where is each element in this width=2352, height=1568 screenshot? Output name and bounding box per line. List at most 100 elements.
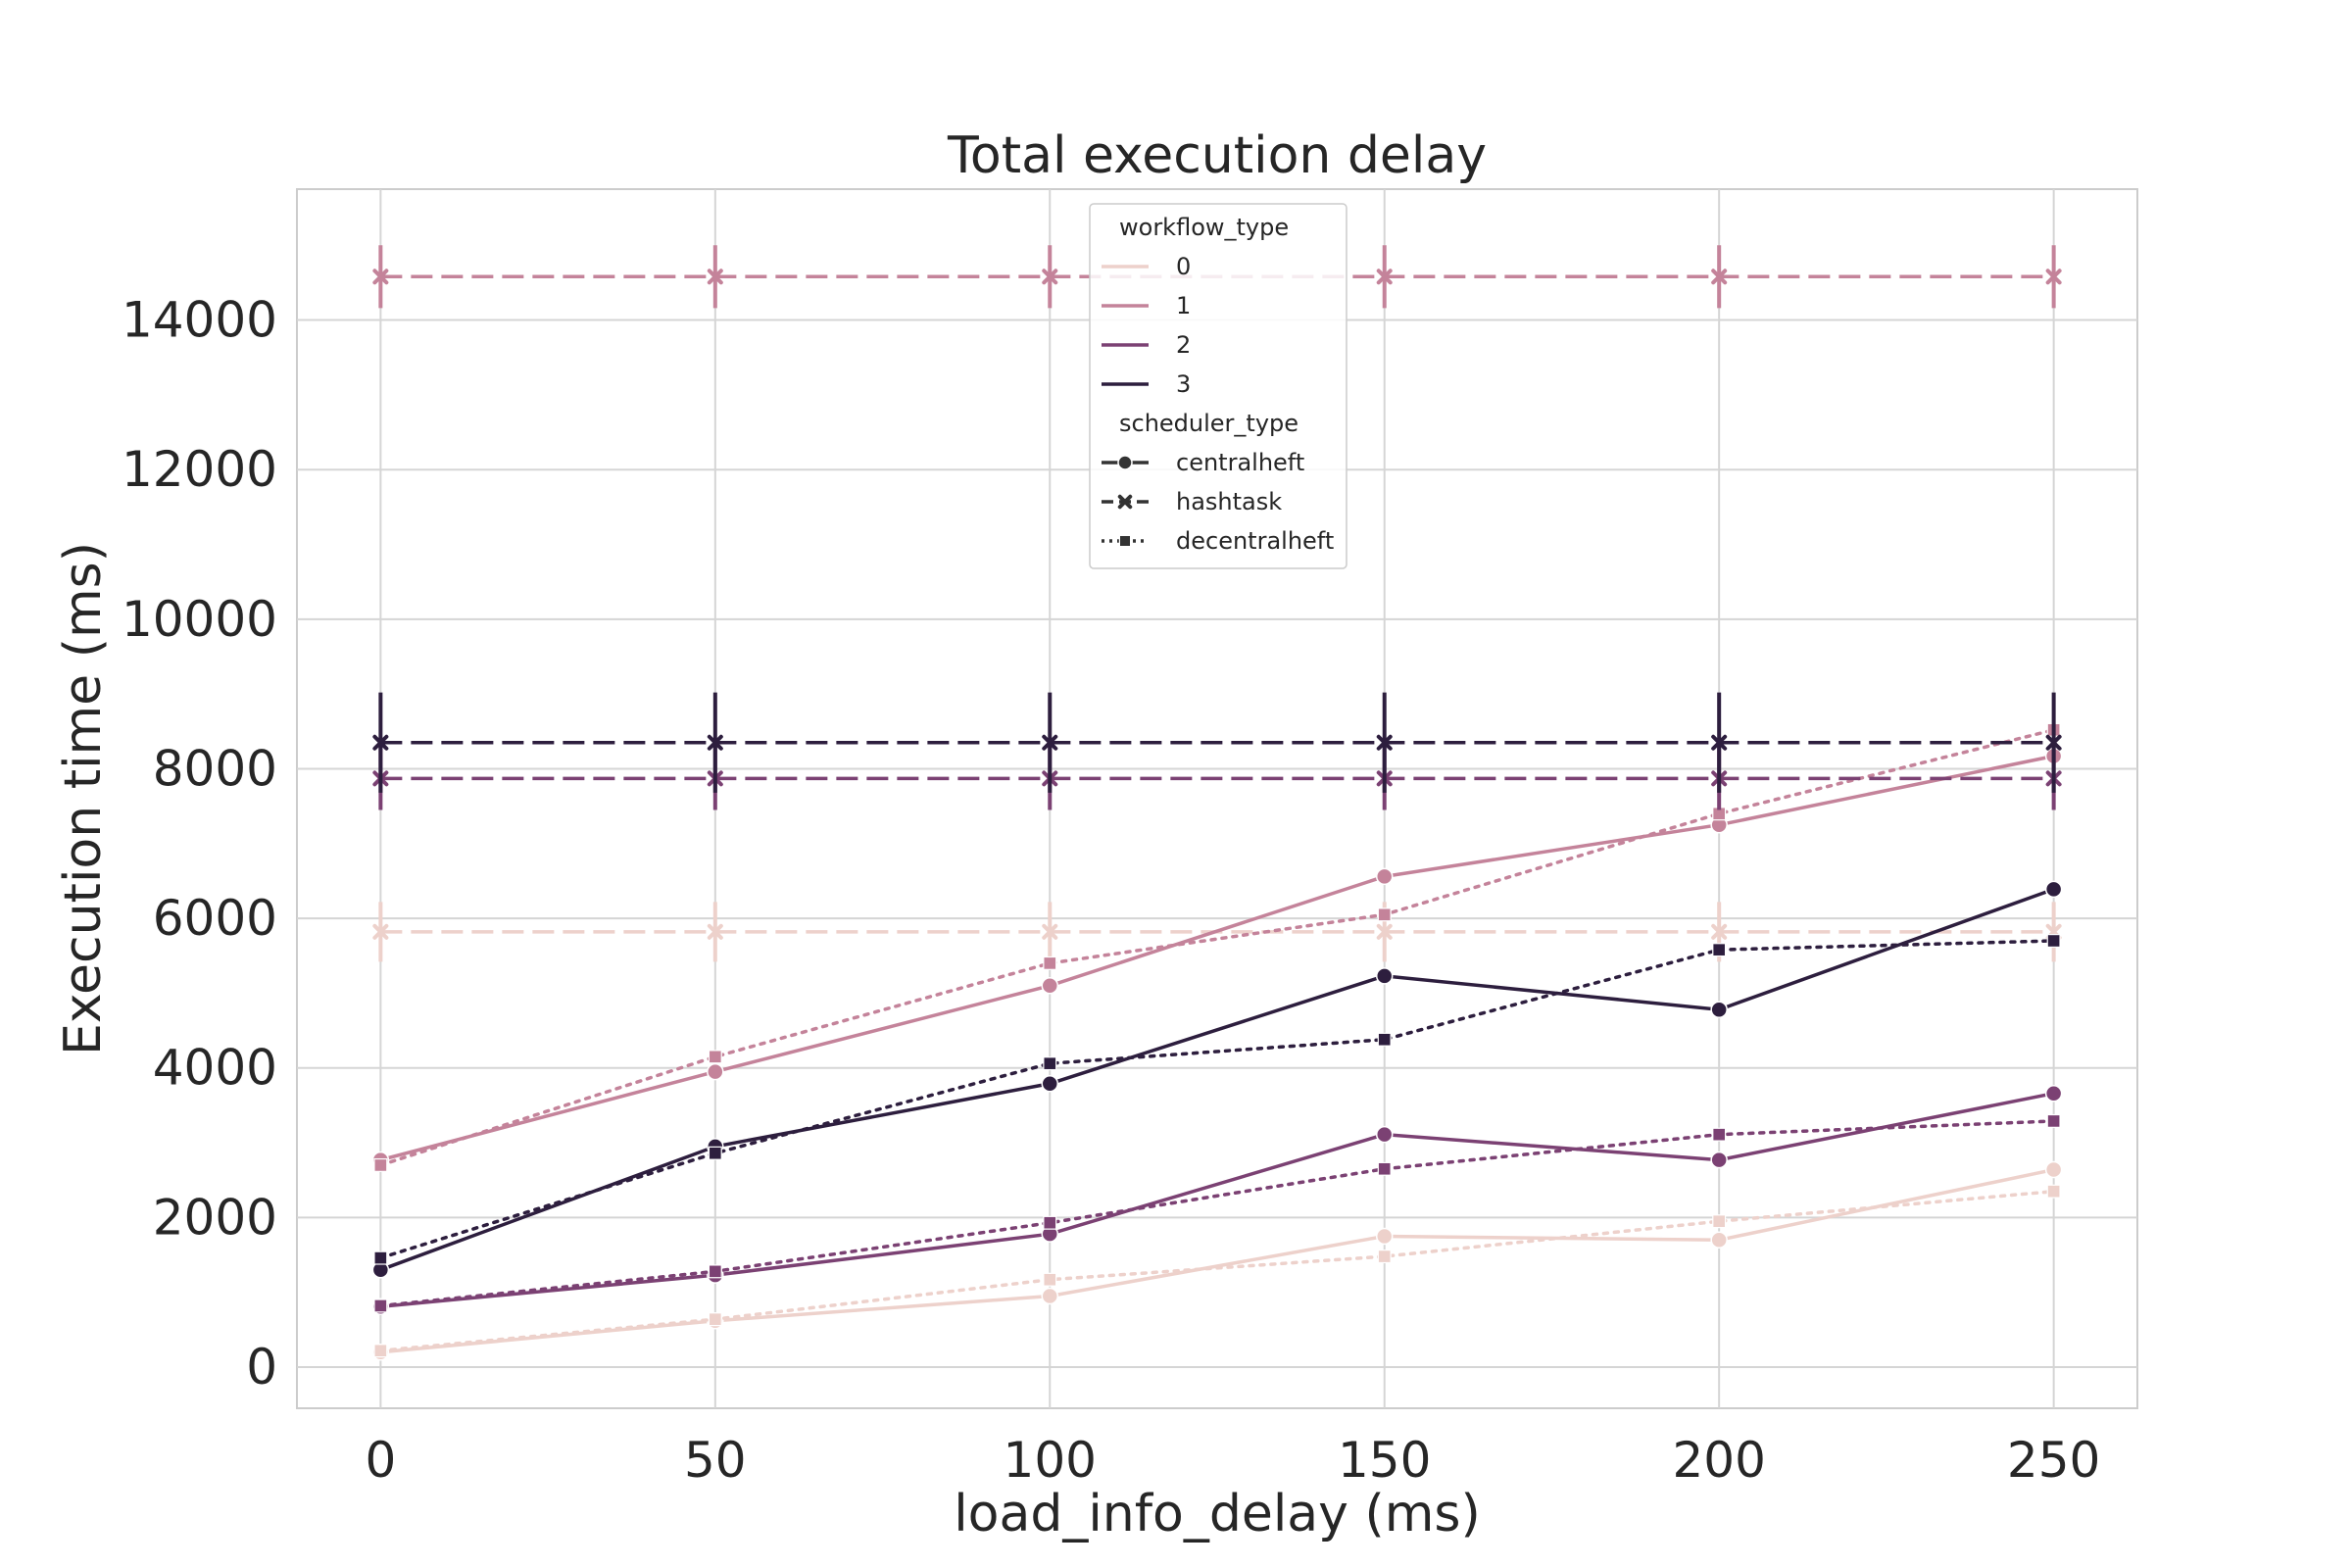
series-line [378, 1119, 2056, 1308]
y-tick-label: 6000 [153, 890, 277, 947]
data-point [2045, 734, 2062, 751]
data-point [1042, 269, 1058, 285]
data-point [372, 734, 389, 751]
x-tick-label: 100 [1004, 1432, 1097, 1489]
legend: workflow_type 0 1 2 3 scheduler_type centralhe… [1089, 203, 1348, 569]
x-tick-label: 0 [365, 1432, 396, 1489]
x-tick-label: 50 [684, 1432, 747, 1489]
legend-style-title: scheduler_type [1119, 410, 1298, 437]
legend-label: 1 [1176, 292, 1191, 319]
data-point [1375, 1125, 1394, 1144]
legend-item-workflow-3: 3 [1102, 370, 1191, 398]
legend-item-workflow-2: 2 [1102, 331, 1191, 359]
legend-item-scheduler-centralheft: centralheft [1102, 449, 1304, 476]
series-line [378, 939, 2056, 1260]
legend-item-scheduler-decentralheft: decentralheft [1102, 527, 1334, 555]
series-wf1-centralheft [371, 747, 2063, 1169]
legend-marker [1118, 534, 1132, 548]
data-point [1043, 1272, 1057, 1287]
legend-label: 3 [1176, 370, 1191, 398]
data-point [373, 1157, 388, 1172]
data-point [708, 1146, 722, 1160]
data-point [372, 269, 389, 285]
data-point [1711, 734, 1728, 751]
data-point [1043, 956, 1057, 970]
data-point [372, 923, 389, 940]
series-line [379, 754, 2054, 1162]
series-wf3-decentralheft [373, 934, 2061, 1265]
y-tick-label: 4000 [153, 1040, 277, 1097]
data-point [1376, 269, 1393, 285]
data-point [2046, 1184, 2061, 1199]
x-tick-label: 200 [1672, 1432, 1765, 1489]
legend-label: centralheft [1176, 449, 1304, 476]
data-point [1376, 734, 1393, 751]
data-point [1375, 867, 1394, 886]
data-point [708, 1264, 722, 1279]
y-tick-label: 10000 [122, 591, 277, 648]
y-tick-label: 8000 [153, 740, 277, 797]
data-point [1710, 1151, 1728, 1169]
data-point [2044, 1084, 2063, 1102]
legend-item-scheduler-hashtask: hashtask [1102, 488, 1282, 515]
chart-title: Total execution delay [947, 126, 1487, 185]
legend-label: decentralheft [1176, 527, 1334, 555]
grid-lines [297, 189, 2137, 1408]
data-point [1711, 269, 1728, 285]
series-line [378, 1189, 2056, 1352]
x-tick-label: 250 [2007, 1432, 2100, 1489]
x-tick-label: 150 [1338, 1432, 1431, 1489]
x-axis-label: load_info_delay (ms) [954, 1485, 1481, 1544]
data-point [1712, 943, 1727, 957]
data-point [1377, 1250, 1392, 1264]
series-line [378, 728, 2056, 1167]
data-point [708, 1312, 722, 1327]
y-tick-label: 14000 [122, 292, 277, 349]
series-wf3-centralheft [371, 880, 2063, 1279]
series-wf3-hashtask [372, 692, 2062, 793]
data-point [1712, 1127, 1727, 1142]
data-point [2046, 934, 2061, 949]
legend-label: hashtask [1176, 488, 1282, 515]
data-point [1376, 923, 1393, 940]
data-point [373, 1344, 388, 1358]
data-point [708, 1050, 722, 1064]
legend-label: 0 [1176, 253, 1191, 280]
data-point [2046, 1113, 2061, 1128]
data-point [373, 1298, 388, 1313]
series-line [379, 887, 2055, 1272]
data-point [2045, 269, 2062, 285]
y-axis-label: Execution time (ms) [54, 542, 113, 1055]
data-point [707, 269, 723, 285]
data-point [1377, 907, 1392, 922]
data-point [707, 1062, 724, 1081]
data-point [1042, 734, 1058, 751]
legend-box [1089, 203, 1348, 569]
legend-marker [1117, 455, 1133, 470]
legend-item-workflow-1: 1 [1102, 292, 1191, 319]
series-wf0-decentralheft [373, 1184, 2061, 1358]
series-line [380, 1091, 2054, 1308]
data-point [1377, 1161, 1392, 1176]
y-tick-label: 0 [246, 1339, 277, 1396]
data-point [2044, 880, 2063, 899]
data-point [1375, 967, 1394, 985]
series-wf1-decentralheft [373, 722, 2061, 1172]
tick-labels: 0 50 100 150 200 250 0 2000 4000 6000 8000 10000 120… [122, 292, 2100, 1489]
y-tick-label: 12000 [122, 441, 277, 498]
data-point [1043, 1056, 1057, 1071]
data-point [1710, 1231, 1728, 1250]
data-point [1375, 1227, 1394, 1246]
data-point [1041, 1075, 1059, 1093]
legend-hue-title: workflow_type [1119, 214, 1289, 241]
data-point [1041, 1287, 1059, 1305]
data-point [1710, 1001, 1728, 1018]
legend-marker [1117, 494, 1133, 510]
data-point [1042, 923, 1058, 940]
data-point [1043, 1215, 1057, 1230]
data-point [707, 734, 723, 751]
y-tick-label: 2000 [153, 1189, 277, 1246]
data-point [1712, 1214, 1727, 1229]
